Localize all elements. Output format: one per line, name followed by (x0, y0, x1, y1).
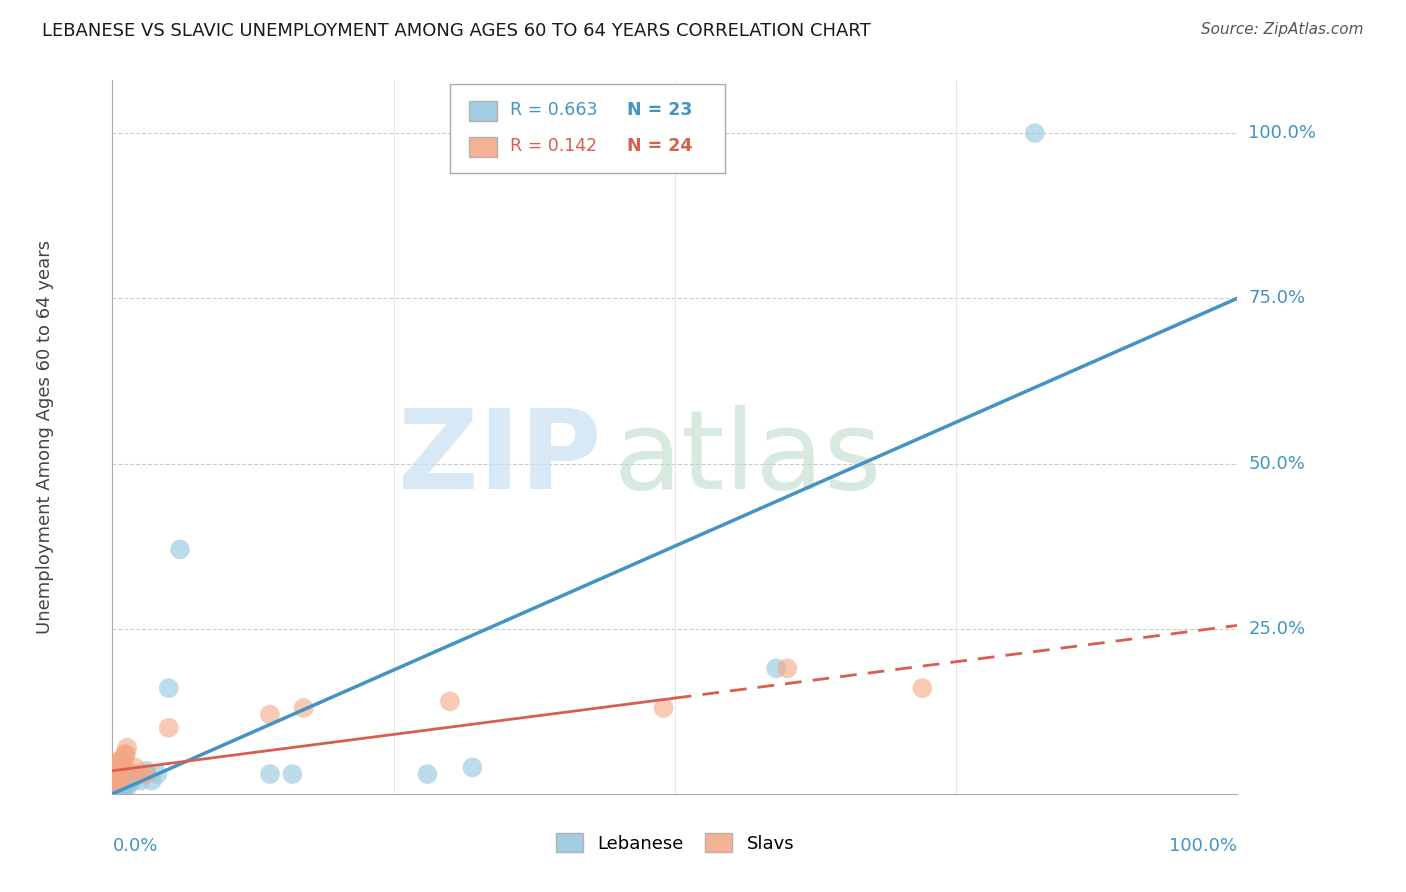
Legend: Lebanese, Slavs: Lebanese, Slavs (548, 826, 801, 860)
Point (114, 747, 136, 762)
Text: LEBANESE VS SLAVIC UNEMPLOYMENT AMONG AGES 60 TO 64 YEARS CORRELATION CHART: LEBANESE VS SLAVIC UNEMPLOYMENT AMONG AG… (42, 22, 870, 40)
Point (110, 754, 132, 768)
Text: atlas: atlas (613, 405, 882, 512)
Point (107, 780, 129, 795)
Text: N = 24: N = 24 (627, 137, 692, 155)
Point (108, 754, 131, 768)
Point (124, 760, 146, 774)
Point (115, 777, 138, 791)
FancyBboxPatch shape (470, 102, 498, 121)
Text: Unemployment Among Ages 60 to 64 years: Unemployment Among Ages 60 to 64 years (37, 240, 53, 634)
Point (776, 661, 799, 675)
Text: R = 0.663: R = 0.663 (509, 102, 598, 120)
Text: Source: ZipAtlas.com: Source: ZipAtlas.com (1201, 22, 1364, 37)
Text: 25.0%: 25.0% (1249, 620, 1306, 638)
Point (135, 764, 157, 778)
Point (124, 767, 146, 781)
Point (1024, 126, 1046, 140)
Point (439, 694, 461, 708)
Point (111, 780, 134, 795)
FancyBboxPatch shape (470, 137, 498, 157)
Point (259, 707, 281, 722)
Point (135, 767, 157, 781)
Point (105, 773, 128, 788)
Point (110, 773, 132, 788)
Point (107, 773, 129, 788)
Point (146, 767, 169, 781)
FancyBboxPatch shape (450, 84, 725, 173)
Point (281, 767, 304, 781)
Point (118, 773, 141, 788)
Point (111, 754, 134, 768)
Point (461, 760, 484, 774)
Point (114, 780, 136, 795)
Text: R = 0.142: R = 0.142 (509, 137, 596, 155)
Point (121, 773, 143, 788)
Text: 0.0%: 0.0% (112, 837, 157, 855)
Point (911, 681, 934, 695)
Point (129, 767, 152, 781)
Point (110, 780, 132, 795)
Point (118, 767, 141, 781)
Point (141, 773, 163, 788)
Text: 100.0%: 100.0% (1170, 837, 1237, 855)
Point (259, 767, 281, 781)
Text: 100.0%: 100.0% (1249, 124, 1316, 142)
Point (107, 760, 129, 774)
Text: N = 23: N = 23 (627, 102, 692, 120)
Point (110, 777, 132, 791)
Text: 75.0%: 75.0% (1249, 289, 1306, 308)
Point (115, 747, 138, 762)
Point (129, 773, 152, 788)
Point (110, 760, 132, 774)
Point (169, 542, 191, 557)
Point (112, 773, 135, 788)
Point (765, 661, 787, 675)
Text: 50.0%: 50.0% (1249, 455, 1305, 473)
Point (416, 767, 439, 781)
Point (112, 754, 135, 768)
Point (115, 740, 138, 755)
Point (157, 721, 180, 735)
Text: ZIP: ZIP (398, 405, 602, 512)
Point (652, 701, 675, 715)
Point (115, 780, 138, 795)
Point (157, 681, 180, 695)
Point (104, 767, 127, 781)
Point (292, 701, 315, 715)
